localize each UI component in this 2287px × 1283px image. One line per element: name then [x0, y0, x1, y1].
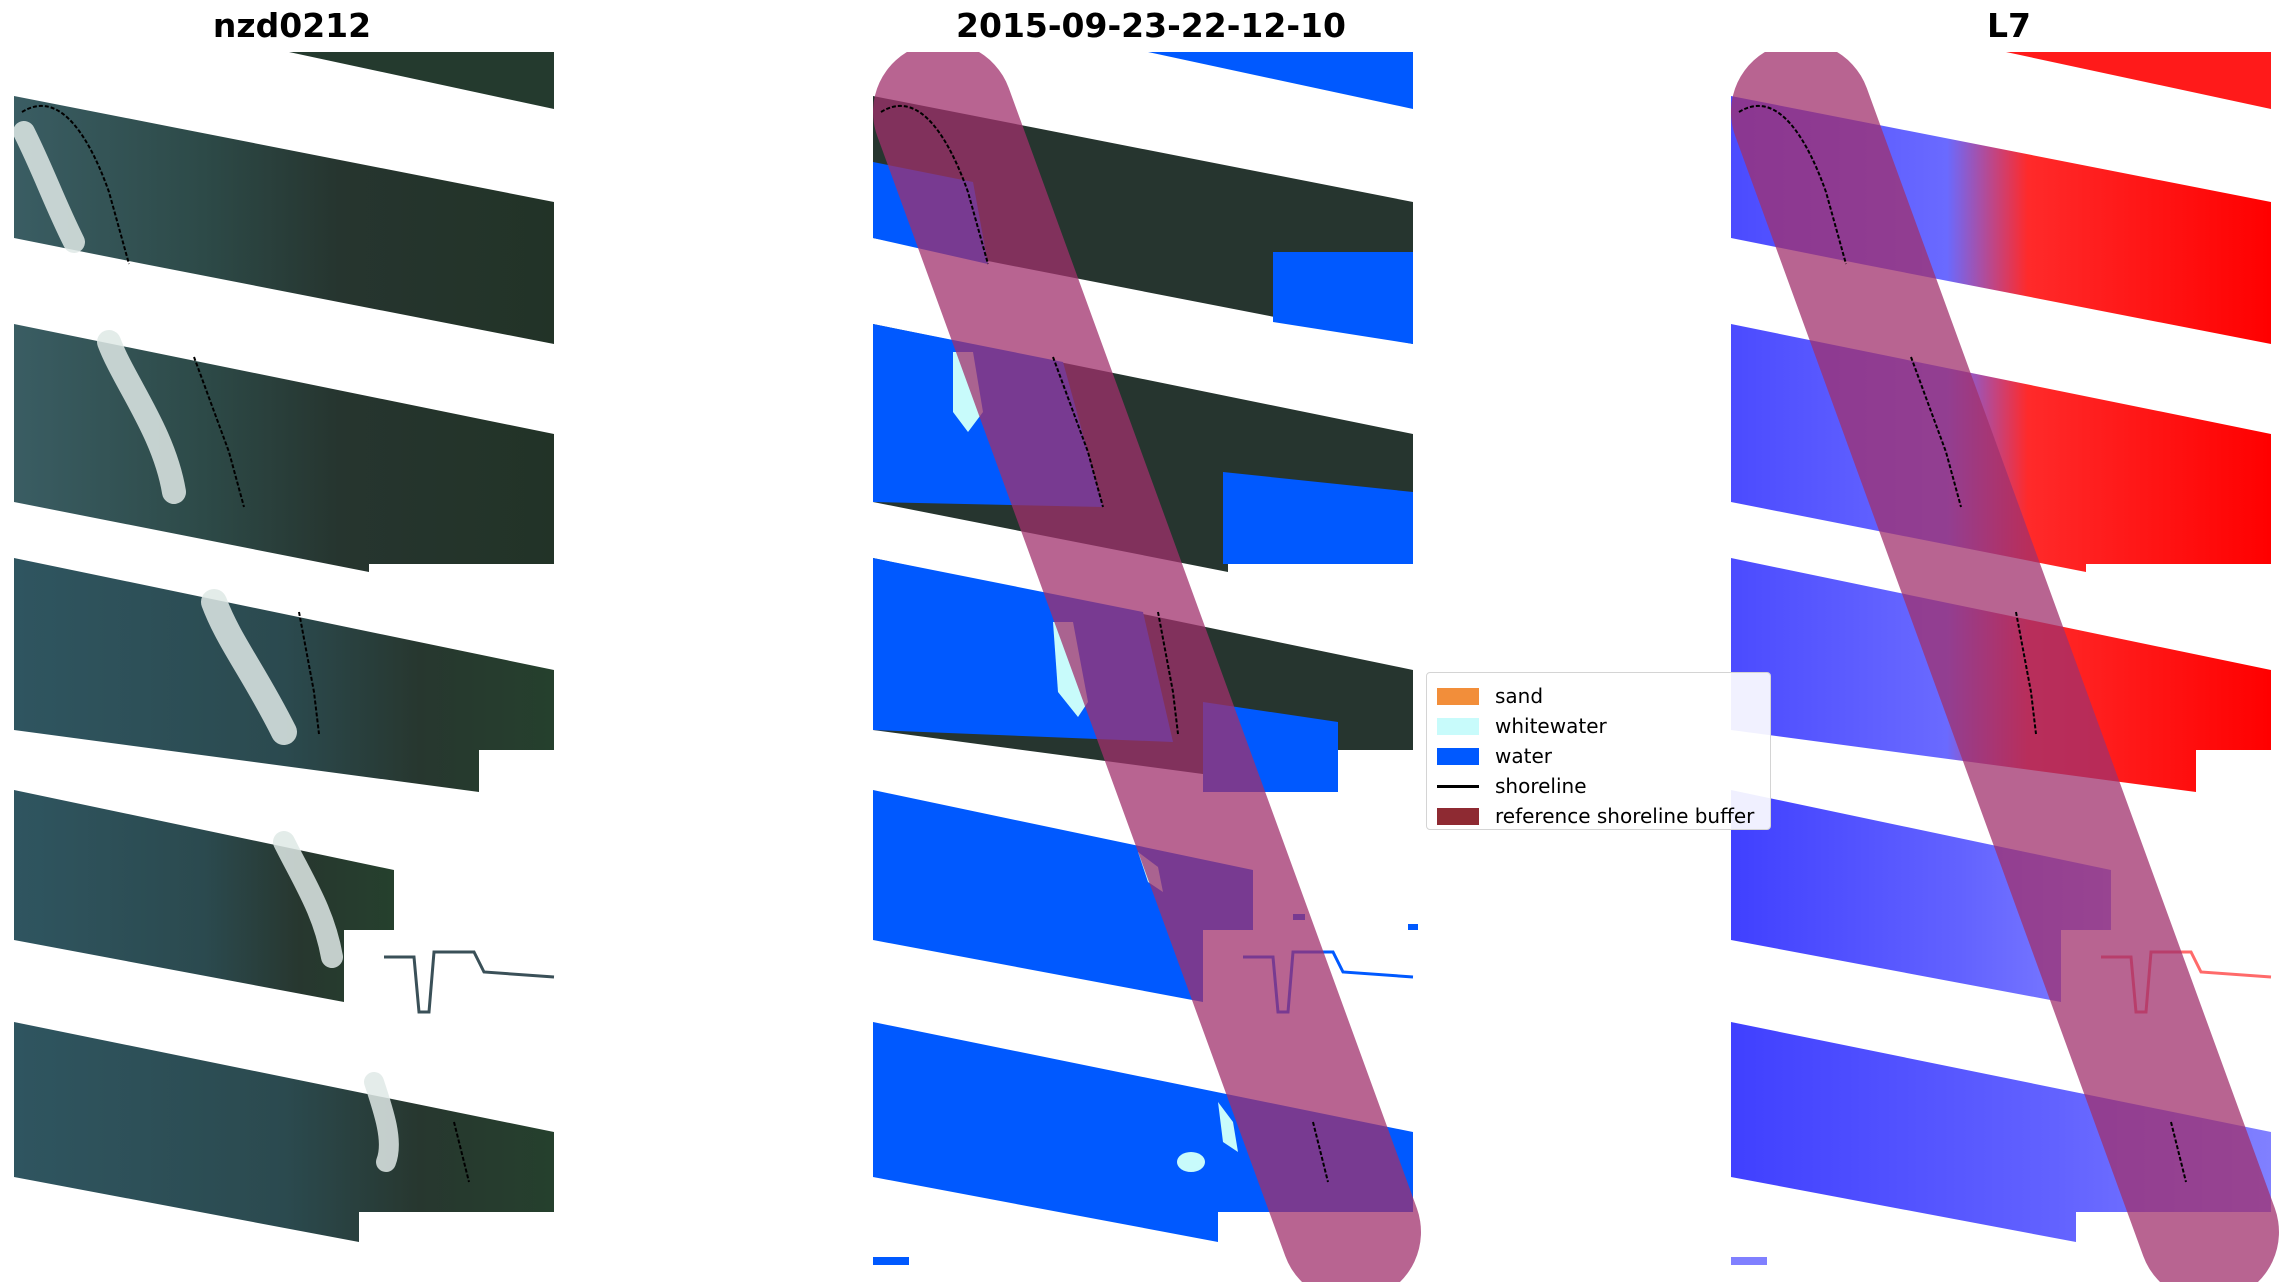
panel-title-index: L7 [1987, 6, 2031, 45]
rgb-fragment-line [384, 950, 555, 1014]
classified-image [873, 52, 1421, 1282]
legend-item-water: water [1437, 743, 1552, 769]
legend-label: water [1495, 744, 1552, 768]
panel-index: L7 [1731, 0, 2287, 1283]
legend: sand whitewater water shoreline referenc… [1426, 672, 1771, 830]
legend-item-whitewater: whitewater [1437, 713, 1607, 739]
classified-shoreline [880, 105, 1329, 1183]
panel-rgb: nzd0212 [14, 0, 570, 1283]
panel-title-classified: 2015-09-23-22-12-10 [956, 6, 1346, 45]
reference-shoreline-buffer [873, 52, 1421, 1282]
shoreline-line-swatch [1437, 784, 1479, 788]
legend-label: whitewater [1495, 714, 1607, 738]
rgb-clouds [14, 121, 399, 1172]
reference-buffer-swatch [1437, 807, 1479, 825]
legend-label: reference shoreline buffer [1495, 804, 1755, 828]
water-swatch [1437, 747, 1479, 765]
panel-title-rgb: nzd0212 [212, 6, 372, 45]
rgb-shoreline [21, 105, 470, 1183]
rgb-strips [14, 52, 554, 1242]
index-reference-buffer [1731, 52, 2279, 1282]
legend-item-shoreline: shoreline [1437, 773, 1587, 799]
legend-item-sand: sand [1437, 683, 1543, 709]
panel-classified: 2015-09-23-22-12-10 [873, 0, 1429, 1283]
index-shoreline [1738, 105, 2187, 1183]
index-image [1731, 52, 2279, 1282]
legend-item-reference-buffer: reference shoreline buffer [1437, 803, 1754, 829]
sand-swatch [1437, 687, 1479, 705]
legend-label: sand [1495, 684, 1544, 708]
legend-label: shoreline [1495, 774, 1587, 798]
whitewater-swatch [1437, 717, 1479, 735]
rgb-image [14, 52, 555, 1242]
